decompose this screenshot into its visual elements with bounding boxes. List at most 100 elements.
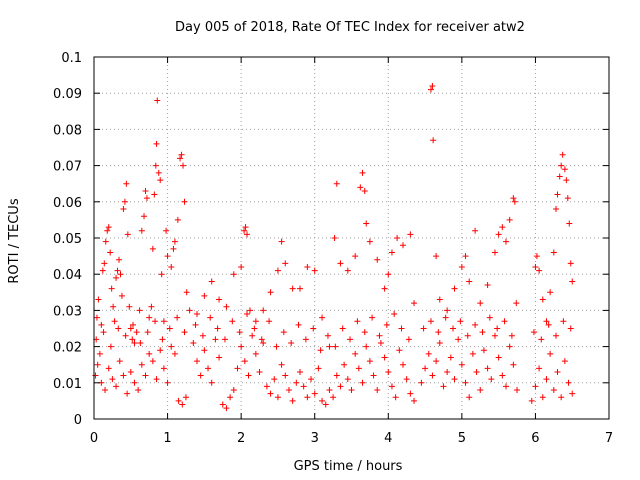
data-point xyxy=(388,249,395,256)
data-point xyxy=(558,394,565,401)
data-point xyxy=(212,336,219,343)
data-point xyxy=(332,343,339,350)
data-point xyxy=(363,343,370,350)
data-point xyxy=(355,365,362,372)
data-point xyxy=(363,220,370,227)
data-point xyxy=(361,329,368,336)
data-point xyxy=(543,376,550,383)
data-point xyxy=(141,213,148,220)
x-tick-label: 2 xyxy=(237,431,245,446)
data-point xyxy=(564,195,571,202)
data-point xyxy=(118,292,125,299)
data-point xyxy=(381,285,388,292)
data-point xyxy=(422,365,429,372)
data-point xyxy=(532,263,539,270)
data-point xyxy=(221,336,228,343)
data-point xyxy=(361,187,368,194)
y-tick-label: 0.05 xyxy=(53,232,82,247)
data-point xyxy=(491,249,498,256)
data-point xyxy=(315,365,322,372)
axis-ticks xyxy=(93,56,610,420)
data-point xyxy=(394,235,401,241)
data-point xyxy=(201,292,208,299)
data-point xyxy=(506,216,513,223)
y-tick-label: 0.08 xyxy=(53,123,82,138)
data-point xyxy=(181,198,188,205)
data-point xyxy=(175,397,182,404)
data-point xyxy=(479,329,486,336)
data-point xyxy=(100,329,107,336)
data-point xyxy=(567,325,574,332)
data-point xyxy=(93,314,100,321)
data-point xyxy=(455,336,462,343)
data-point xyxy=(477,387,484,394)
data-point xyxy=(366,358,373,365)
data-point xyxy=(536,267,543,274)
data-point xyxy=(407,231,414,238)
data-point xyxy=(168,343,175,350)
data-point xyxy=(385,271,392,278)
data-point xyxy=(208,379,215,386)
data-point xyxy=(458,263,465,270)
data-point xyxy=(143,195,150,202)
data-point xyxy=(242,224,249,231)
data-point xyxy=(152,318,159,325)
data-point xyxy=(177,155,184,162)
data-point xyxy=(462,253,469,260)
data-point xyxy=(295,321,302,328)
data-point xyxy=(178,151,185,158)
data-point xyxy=(302,336,309,343)
data-point xyxy=(532,383,539,390)
data-point xyxy=(164,379,171,386)
data-point xyxy=(168,263,175,270)
data-point xyxy=(473,368,480,375)
data-point xyxy=(466,278,473,285)
data-point xyxy=(508,332,515,339)
data-point xyxy=(101,260,108,267)
data-point xyxy=(280,329,287,336)
data-point xyxy=(514,387,521,394)
data-point xyxy=(194,358,200,365)
data-point xyxy=(435,329,442,336)
data-point xyxy=(201,347,208,354)
data-point xyxy=(133,329,140,336)
data-point xyxy=(170,245,177,252)
data-point xyxy=(398,325,405,332)
data-point xyxy=(352,350,359,357)
data-point xyxy=(149,358,156,365)
data-point xyxy=(466,394,473,401)
data-point xyxy=(333,180,340,187)
data-point xyxy=(109,376,116,383)
data-point xyxy=(151,191,158,198)
data-point xyxy=(116,358,123,365)
data-point xyxy=(447,354,454,361)
data-point xyxy=(503,238,509,245)
data-point xyxy=(341,361,348,368)
data-point xyxy=(533,253,540,260)
data-point xyxy=(528,397,535,404)
data-point xyxy=(171,350,178,357)
data-point xyxy=(359,379,366,386)
data-point xyxy=(377,339,384,346)
data-point xyxy=(550,387,557,394)
data-point xyxy=(207,314,214,321)
data-point xyxy=(104,227,111,234)
data-point xyxy=(457,318,464,325)
data-point xyxy=(391,311,398,318)
data-point xyxy=(553,206,560,213)
x-tick-label: 7 xyxy=(605,431,613,446)
data-point xyxy=(383,321,390,328)
data-point xyxy=(136,307,143,314)
data-point xyxy=(293,379,300,386)
data-point xyxy=(142,372,149,379)
data-point xyxy=(560,318,567,325)
data-point xyxy=(547,289,554,296)
data-point xyxy=(436,339,443,346)
data-point xyxy=(297,368,303,375)
data-point xyxy=(127,368,134,375)
data-point xyxy=(451,285,458,292)
data-point xyxy=(503,383,509,390)
data-point xyxy=(244,311,251,318)
data-point xyxy=(513,300,520,307)
x-tick-label: 0 xyxy=(90,431,98,446)
